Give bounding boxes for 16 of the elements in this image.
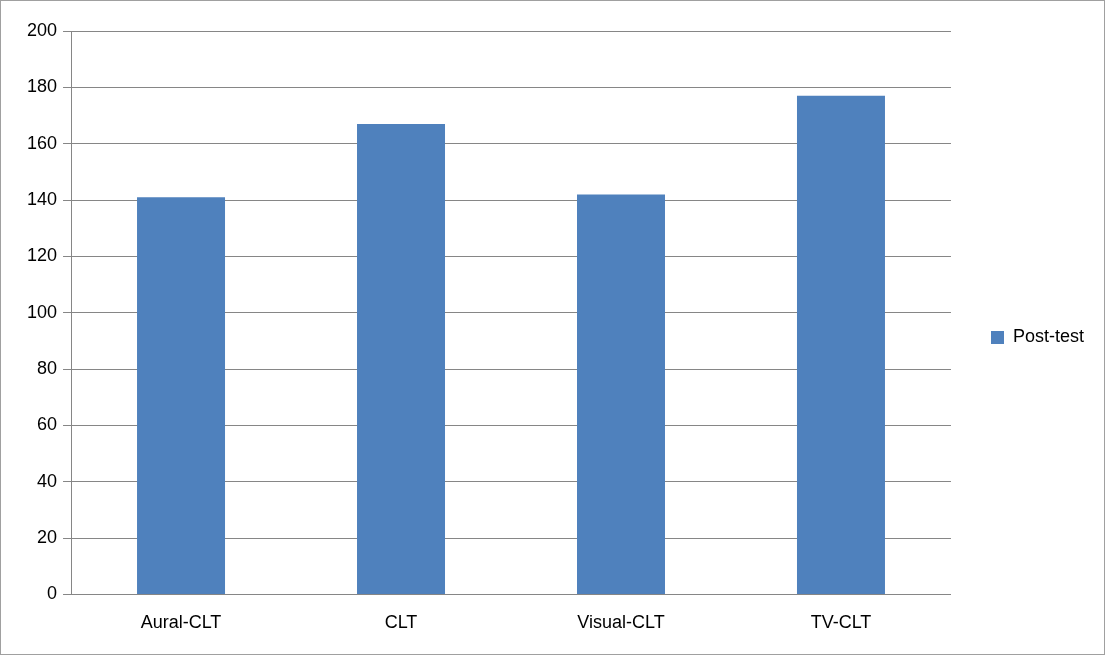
x-tick-label: CLT	[384, 612, 418, 633]
y-tick-label: 20	[37, 527, 58, 548]
y-tick-label: 180	[26, 76, 58, 97]
y-tick-label: 80	[37, 358, 58, 379]
legend-label: Post-test	[1012, 326, 1085, 347]
y-tick-label: 100	[26, 301, 58, 322]
x-tick-label: Visual-CLT	[577, 612, 665, 633]
x-tick-label: Aural-CLT	[140, 612, 222, 633]
y-tick-label: 160	[26, 132, 58, 153]
y-tick-label: 60	[37, 414, 58, 435]
y-tick-label: 140	[26, 188, 58, 209]
y-tick-label: 40	[37, 470, 58, 491]
y-tick-label: 200	[26, 19, 58, 40]
x-tick-label: TV-CLT	[810, 612, 872, 633]
y-tick-label: 120	[26, 245, 58, 266]
y-tick-label: 0	[47, 583, 58, 604]
